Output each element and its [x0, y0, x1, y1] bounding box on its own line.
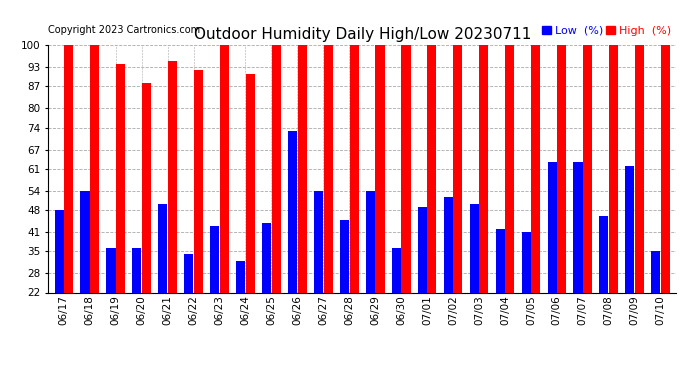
- Bar: [132, 248, 141, 362]
- Bar: [194, 70, 203, 362]
- Bar: [116, 64, 125, 362]
- Bar: [427, 45, 437, 362]
- Bar: [600, 216, 609, 362]
- Bar: [272, 45, 281, 362]
- Bar: [106, 248, 115, 362]
- Bar: [651, 251, 660, 362]
- Bar: [453, 45, 462, 362]
- Bar: [444, 197, 453, 362]
- Bar: [557, 45, 566, 362]
- Bar: [314, 191, 323, 362]
- Legend: Low  (%), High  (%): Low (%), High (%): [542, 26, 671, 36]
- Bar: [417, 207, 427, 362]
- Bar: [142, 83, 151, 362]
- Bar: [220, 45, 229, 362]
- Bar: [505, 45, 514, 362]
- Bar: [480, 45, 489, 362]
- Bar: [246, 74, 255, 362]
- Bar: [55, 210, 63, 362]
- Bar: [288, 130, 297, 362]
- Bar: [184, 254, 193, 362]
- Bar: [522, 232, 531, 362]
- Bar: [547, 162, 557, 362]
- Bar: [350, 45, 359, 362]
- Bar: [90, 45, 99, 362]
- Bar: [158, 204, 168, 362]
- Bar: [168, 61, 177, 362]
- Bar: [297, 45, 307, 362]
- Bar: [609, 45, 618, 362]
- Bar: [375, 45, 384, 362]
- Bar: [402, 45, 411, 362]
- Bar: [324, 45, 333, 362]
- Text: Copyright 2023 Cartronics.com: Copyright 2023 Cartronics.com: [48, 25, 200, 35]
- Bar: [392, 248, 401, 362]
- Bar: [495, 229, 504, 362]
- Bar: [262, 223, 271, 362]
- Bar: [64, 45, 73, 362]
- Bar: [236, 261, 245, 362]
- Bar: [661, 45, 670, 362]
- Bar: [635, 45, 644, 362]
- Bar: [625, 166, 634, 362]
- Bar: [470, 204, 479, 362]
- Bar: [366, 191, 375, 362]
- Bar: [340, 219, 349, 362]
- Bar: [583, 45, 592, 362]
- Bar: [81, 191, 90, 362]
- Title: Outdoor Humidity Daily High/Low 20230711: Outdoor Humidity Daily High/Low 20230711: [194, 27, 531, 42]
- Bar: [573, 162, 582, 362]
- Bar: [210, 226, 219, 362]
- Bar: [531, 45, 540, 362]
